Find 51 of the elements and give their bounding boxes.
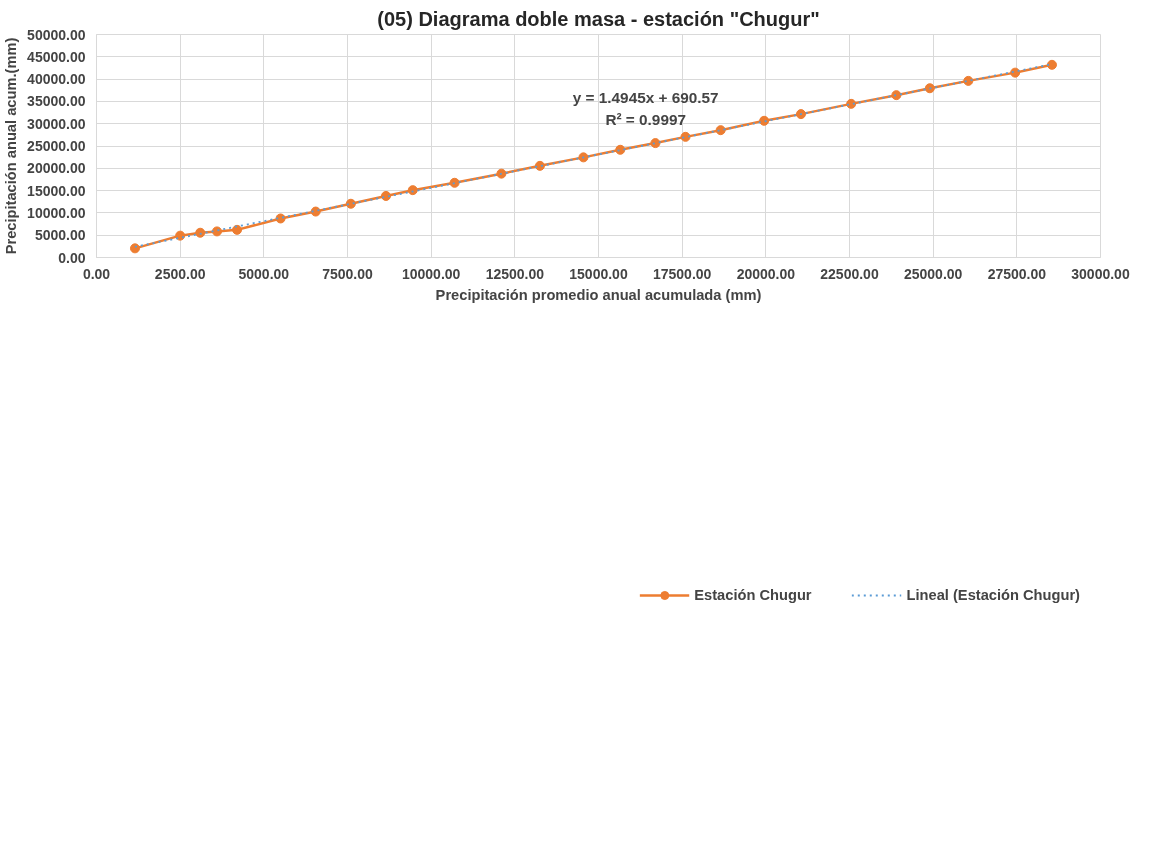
point xyxy=(680,131,691,142)
point xyxy=(496,168,507,179)
annotation: R² = 0.9997 xyxy=(605,110,686,128)
point xyxy=(310,206,321,217)
point xyxy=(129,243,140,254)
point xyxy=(578,152,589,163)
point xyxy=(650,138,661,149)
point xyxy=(232,224,243,235)
x-tick-label: 27500.00 xyxy=(987,265,1047,282)
x-tick-label: 30000.00 xyxy=(1071,265,1130,282)
y-tick-label: 45000.00 xyxy=(27,48,86,65)
y-tick-label: 30000.00 xyxy=(27,115,86,132)
point xyxy=(195,227,206,238)
point xyxy=(1046,59,1057,70)
x-tick-label: 12500.00 xyxy=(485,265,545,282)
y-tick-label: 35000.00 xyxy=(27,93,86,110)
y-tick-label: 25000.00 xyxy=(27,138,86,154)
y-tick-label: 50000.00 xyxy=(27,26,86,43)
x-tick-label: 5000.00 xyxy=(238,265,290,282)
x-tick-label: 25000.00 xyxy=(903,265,963,282)
x-tick-label: 10000.00 xyxy=(401,265,461,282)
y-tick-label: 20000.00 xyxy=(27,160,86,177)
x-axis-title: Precipitación promedio anual acumulada (mm) xyxy=(435,286,762,303)
point xyxy=(407,185,418,196)
point xyxy=(715,125,726,136)
x-tick-label: 2500.00 xyxy=(154,265,206,282)
y-tick-label: 10000.00 xyxy=(27,204,86,221)
y-axis-title: Precipitación anual acum.(mm) xyxy=(3,37,20,255)
legend-label: Lineal (Estación Chugur) xyxy=(906,587,1080,603)
x-tick-label: 7500.00 xyxy=(322,265,374,282)
y-tick-label: 5000.00 xyxy=(34,227,86,244)
annotation: y = 1.4945x + 690.57 xyxy=(572,88,719,106)
y-tick-label: 15000.00 xyxy=(27,182,86,199)
point xyxy=(795,109,806,120)
x-tick-label: 15000.00 xyxy=(569,265,628,282)
point xyxy=(924,83,935,94)
x-tick-label: 17500.00 xyxy=(652,265,712,282)
point xyxy=(175,230,186,241)
x-tick-label: 22500.00 xyxy=(820,265,879,282)
point xyxy=(449,177,460,188)
y-tick-label: 0.00 xyxy=(58,249,86,266)
point xyxy=(615,144,626,155)
point xyxy=(846,98,857,109)
point xyxy=(211,226,222,237)
chart-title: (05) Diagrama doble masa - estación "Chugur" xyxy=(377,7,820,30)
legend-label: Estación Chugur xyxy=(694,587,812,603)
point xyxy=(891,90,902,101)
point xyxy=(759,115,770,126)
y-tick-label: 40000.00 xyxy=(27,71,86,88)
x-tick-label: 0.00 xyxy=(82,265,111,282)
x-tick-label: 20000.00 xyxy=(736,265,796,282)
